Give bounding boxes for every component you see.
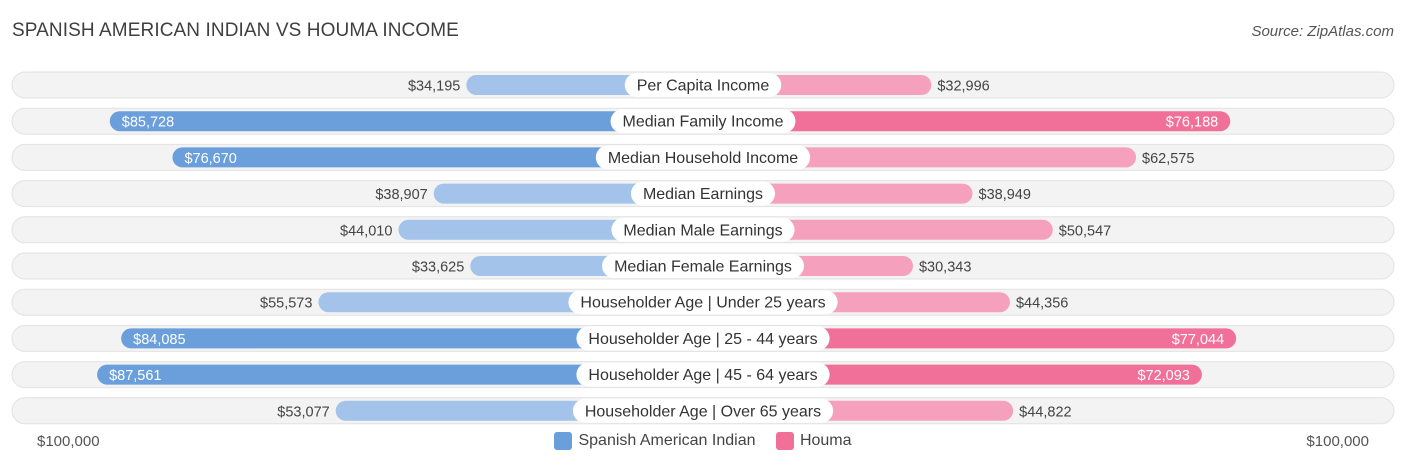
value-label-houma-householder-age-over-65-years: $44,822 [1019,404,1071,420]
bar-spanish-american-indian-median-household-income [172,147,703,168]
category-label-text-median-female-earnings: Median Female Earnings [614,259,792,276]
axis-label-right: $100,000 [1306,433,1369,450]
bar-spanish-american-indian-householder-age-45-64-years [97,364,703,385]
axis-label-left: $100,000 [37,433,100,450]
legend-swatch-spanish-american-indian [554,432,573,450]
category-label-householder-age-over-65-years: Householder Age | Over 65 years [572,398,834,423]
chart-title: SPANISH AMERICAN INDIAN VS HOUMA INCOME [12,20,459,41]
value-label-houma-median-family-income: $76,188 [1166,115,1218,131]
category-label-per-capita-income: Per Capita Income [624,73,782,97]
category-label-median-male-earnings: Median Male Earnings [611,217,795,242]
category-label-text-median-family-income: Median Family Income [623,114,784,131]
value-label-spanish-american-indian-householder-age-25-44-years: $84,085 [133,332,185,348]
bar-houma-householder-age-25-44-years [703,328,1237,349]
legend-label-spanish-american-indian: Spanish American Indian [578,432,756,449]
legend-label-houma: Houma [799,432,852,449]
value-label-spanish-american-indian-per-capita-income: $34,195 [408,79,460,95]
category-label-pill-householder-age-45-64-years [576,362,830,387]
value-label-houma-per-capita-income: $32,996 [937,79,989,95]
category-label-pill-per-capita-income [624,73,782,97]
category-label-pill-median-male-earnings [611,217,795,242]
value-label-spanish-american-indian-householder-age-over-65-years: $53,077 [277,404,329,420]
category-label-text-householder-age-over-65-years: Householder Age | Over 65 years [585,403,821,420]
category-label-householder-age-under-25-years: Householder Age | Under 25 years [568,290,838,315]
category-label-text-householder-age-under-25-years: Householder Age | Under 25 years [580,295,825,312]
category-label-median-family-income: Median Family Income [610,109,796,134]
value-label-houma-householder-age-45-64-years: $72,093 [1137,368,1189,384]
category-label-text-householder-age-45-64-years: Householder Age | 45 - 64 years [588,367,817,384]
legend-item-houma: Houma [775,432,852,450]
category-label-text-householder-age-25-44-years: Householder Age | 25 - 44 years [588,331,817,348]
legend-item-spanish-american-indian: Spanish American Indian [554,432,755,450]
chart-source: Source: ZipAtlas.com [1251,23,1394,40]
legend: Spanish American Indian Houma [0,432,1406,455]
category-label-pill-median-female-earnings [602,254,804,278]
value-label-spanish-american-indian-householder-age-45-64-years: $87,561 [109,368,161,384]
category-label-text-median-household-income: Median Household Income [608,150,798,167]
category-label-pill-median-earnings [630,181,776,206]
value-label-houma-householder-age-25-44-years: $77,044 [1172,332,1224,348]
category-label-median-earnings: Median Earnings [630,181,776,206]
category-label-text-per-capita-income: Per Capita Income [637,78,770,95]
category-label-householder-age-45-64-years: Householder Age | 45 - 64 years [576,362,830,387]
value-label-houma-householder-age-under-25-years: $44,356 [1016,296,1068,312]
value-label-spanish-american-indian-median-earnings: $38,907 [375,187,427,203]
category-label-text-median-earnings: Median Earnings [643,186,763,203]
category-label-pill-median-household-income [595,145,811,170]
value-label-spanish-american-indian-median-family-income: $85,728 [122,115,174,131]
value-label-spanish-american-indian-median-female-earnings: $33,625 [412,260,464,276]
category-label-text-median-male-earnings: Median Male Earnings [623,222,782,239]
category-label-pill-householder-age-over-65-years [572,398,834,423]
legend-swatch-houma [775,432,794,450]
value-label-houma-median-household-income: $62,575 [1142,151,1194,167]
value-label-spanish-american-indian-median-household-income: $76,670 [184,151,236,167]
bar-houma-median-family-income [703,111,1231,132]
bar-spanish-american-indian-median-family-income [109,111,704,132]
value-label-houma-median-male-earnings: $50,547 [1059,223,1111,239]
bar-spanish-american-indian-householder-age-25-44-years [121,328,704,349]
value-label-houma-median-female-earnings: $30,343 [919,260,971,276]
value-label-houma-median-earnings: $38,949 [979,187,1031,203]
value-label-spanish-american-indian-householder-age-under-25-years: $55,573 [260,296,312,312]
category-label-median-household-income: Median Household Income [595,145,811,170]
value-label-spanish-american-indian-median-male-earnings: $44,010 [340,223,392,239]
bar-houma-median-household-income [703,147,1137,168]
category-label-pill-householder-age-25-44-years [576,326,830,351]
category-label-median-female-earnings: Median Female Earnings [602,254,804,278]
category-label-pill-householder-age-under-25-years [568,290,838,315]
category-label-householder-age-25-44-years: Householder Age | 25 - 44 years [576,326,830,351]
category-label-pill-median-family-income [610,109,796,134]
